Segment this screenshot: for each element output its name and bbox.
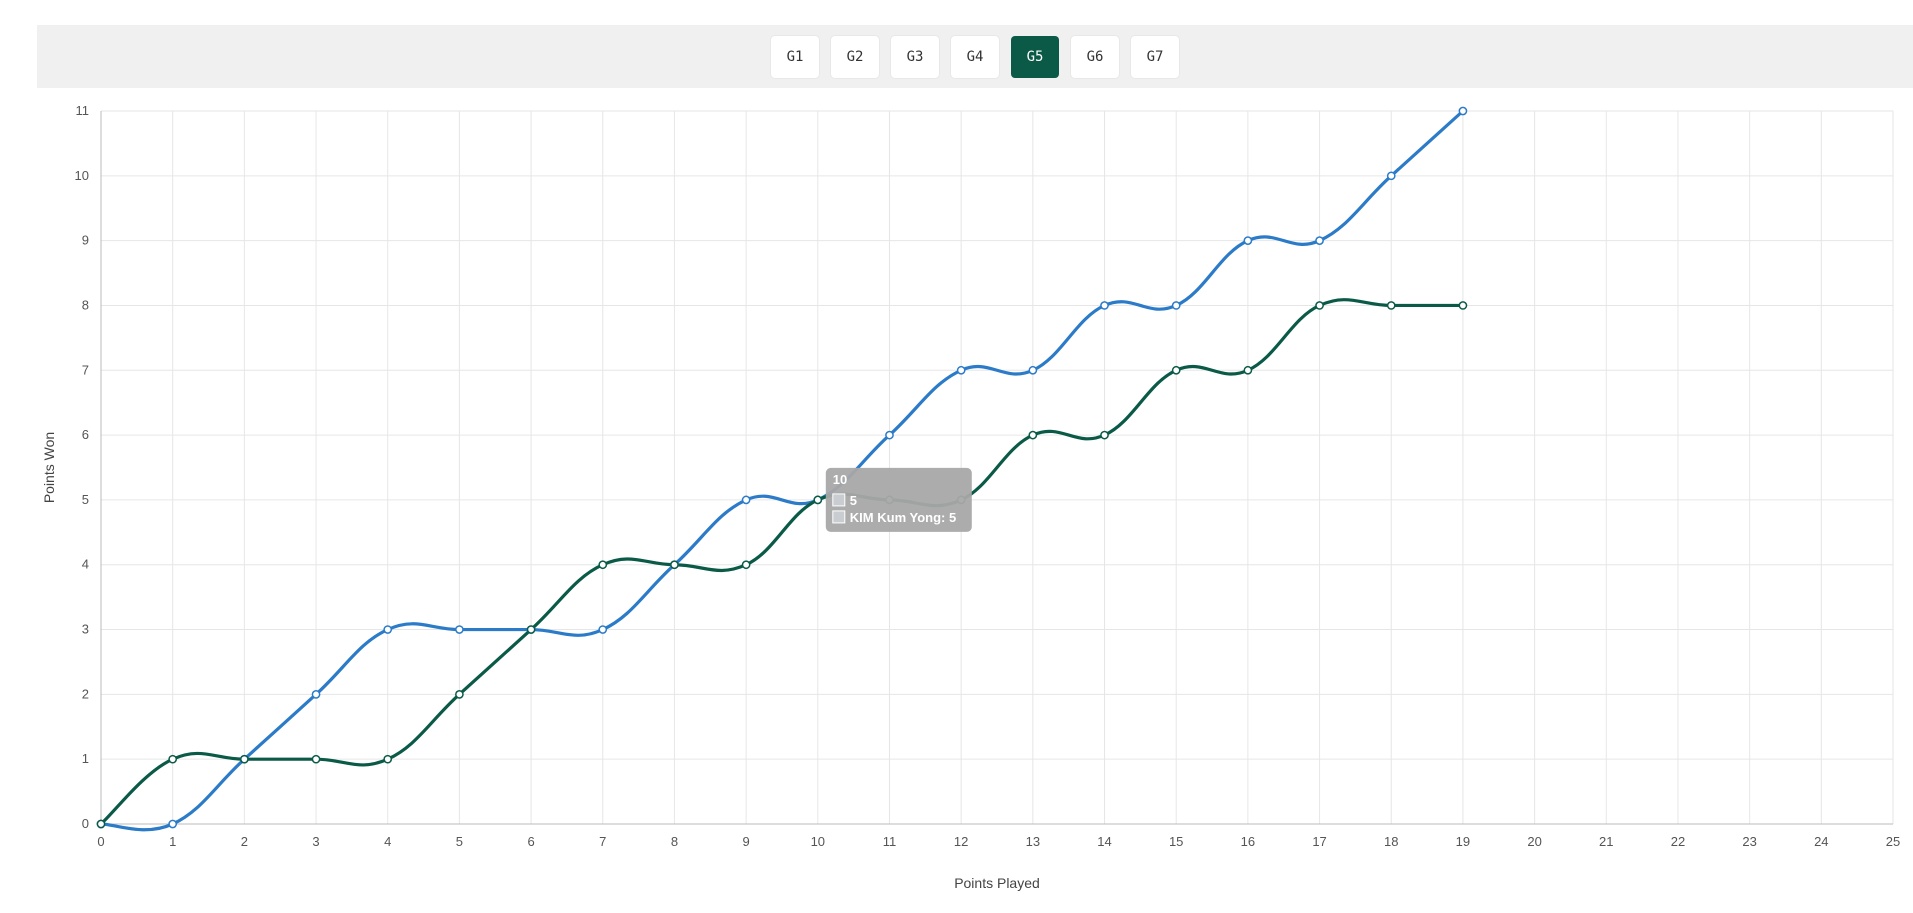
y-axis-title: Points Won (41, 432, 57, 503)
x-tick-label: 11 (883, 834, 897, 849)
x-tick-label: 4 (384, 834, 391, 849)
data-point[interactable] (813, 495, 823, 505)
data-point[interactable] (1100, 301, 1109, 310)
game-tab-g2[interactable]: G2 (831, 35, 879, 78)
x-tick-label: 8 (671, 834, 678, 849)
x-tick-label: 18 (1384, 834, 1398, 849)
tooltip-title: 10 (833, 472, 847, 487)
x-tick-label: 2 (241, 834, 248, 849)
game-tab-g4[interactable]: G4 (951, 35, 999, 78)
y-tick-label: 7 (82, 362, 89, 377)
data-point[interactable] (741, 495, 751, 505)
x-tick-label: 21 (1599, 834, 1613, 849)
x-tick-label: 7 (599, 834, 606, 849)
chart-axes (100, 111, 1893, 825)
x-tick-label: 25 (1886, 834, 1900, 849)
y-tick-label: 1 (82, 751, 89, 766)
y-tick-label: 9 (82, 233, 89, 248)
x-tick-label: 15 (1169, 834, 1183, 849)
tooltip-background (825, 467, 972, 532)
data-point[interactable] (1315, 236, 1324, 245)
data-point[interactable] (96, 819, 106, 829)
data-point[interactable] (168, 754, 178, 764)
x-tick-label: 19 (1456, 834, 1470, 849)
data-point[interactable] (383, 754, 393, 764)
data-point[interactable] (1028, 430, 1038, 440)
game-selector-bar: G1 G2 G3 G4 G5 G6 G7 (37, 25, 1913, 88)
tick-labels: 0 1 2 3 4 5 6 7 8 9 10 11 12 13 14 15 16 17 18 19 20 21 22 23 24… (75, 103, 1901, 849)
data-point[interactable] (311, 754, 321, 764)
series-line-2 (99, 298, 1465, 826)
game-tab-g6[interactable]: G6 (1071, 35, 1119, 78)
data-point[interactable] (1386, 301, 1396, 310)
data-point[interactable] (1028, 365, 1038, 375)
data-point[interactable] (311, 690, 321, 699)
x-tick-label: 6 (527, 834, 534, 849)
x-tick-label: 9 (743, 834, 750, 849)
x-tick-label: 20 (1527, 834, 1541, 849)
game-tabs: G1 G2 G3 G4 G5 G6 G7 (771, 35, 1179, 78)
data-point[interactable] (240, 754, 249, 764)
x-tick-label: 5 (456, 834, 463, 849)
series-points (96, 106, 1468, 829)
y-tick-label: 8 (82, 297, 89, 312)
y-tick-label: 10 (75, 168, 89, 183)
x-tick-label: 14 (1097, 834, 1111, 849)
x-tick-label: 22 (1671, 834, 1685, 849)
data-point[interactable] (598, 560, 608, 570)
data-point[interactable] (1458, 301, 1468, 310)
y-tick-label: 0 (82, 816, 89, 831)
y-tick-label: 3 (82, 622, 89, 637)
data-point[interactable] (956, 365, 966, 375)
data-point[interactable] (1458, 106, 1468, 116)
data-point[interactable] (885, 430, 894, 440)
x-tick-label: 3 (312, 834, 319, 849)
y-tick-label: 2 (82, 686, 89, 701)
data-point[interactable] (1315, 301, 1324, 310)
x-tick-label: 24 (1814, 834, 1828, 849)
x-tick-label: 13 (1026, 834, 1040, 849)
game-tab-g7[interactable]: G7 (1131, 35, 1179, 78)
data-point[interactable] (455, 690, 464, 699)
y-tick-label: 11 (76, 103, 90, 118)
x-tick-label: 0 (97, 834, 104, 849)
data-point[interactable] (670, 560, 679, 570)
y-tick-label: 5 (82, 492, 89, 507)
data-point[interactable] (1171, 301, 1181, 310)
tooltip-line-series-1: 5 (850, 493, 857, 508)
x-tick-label: 23 (1742, 834, 1756, 849)
series-lines (99, 109, 1465, 832)
data-point[interactable] (526, 625, 536, 634)
data-point[interactable] (1100, 430, 1109, 440)
tooltip-swatch-series-1 (832, 493, 846, 507)
game-tab-g5[interactable]: G5 (1011, 35, 1059, 78)
data-point[interactable] (741, 560, 751, 570)
x-axis-title: Points Played (954, 875, 1040, 891)
data-point[interactable] (168, 819, 178, 829)
data-point[interactable] (383, 625, 393, 634)
x-tick-label: 16 (1241, 834, 1255, 849)
tooltip-swatch-series-2 (832, 510, 846, 524)
chart-tooltip: 10 5 KIM Kum Yong: 5 (825, 467, 972, 532)
x-tick-label: 1 (169, 834, 176, 849)
y-tick-label: 4 (82, 557, 89, 572)
x-tick-label: 17 (1312, 834, 1326, 849)
data-point[interactable] (1243, 365, 1253, 375)
data-point[interactable] (1386, 171, 1396, 181)
game-tab-g3[interactable]: G3 (891, 35, 939, 78)
x-tick-label: 12 (954, 834, 968, 849)
data-point[interactable] (598, 625, 608, 634)
y-tick-label: 6 (82, 427, 89, 442)
data-point[interactable] (455, 625, 464, 634)
x-tick-label: 10 (811, 834, 825, 849)
tooltip-line-series-2: KIM Kum Yong: 5 (850, 510, 956, 525)
data-point[interactable] (1171, 365, 1181, 375)
data-point[interactable] (1243, 236, 1253, 245)
chart-grid (100, 110, 1894, 825)
series-line-1 (99, 109, 1465, 832)
game-tab-g1[interactable]: G1 (771, 35, 819, 78)
